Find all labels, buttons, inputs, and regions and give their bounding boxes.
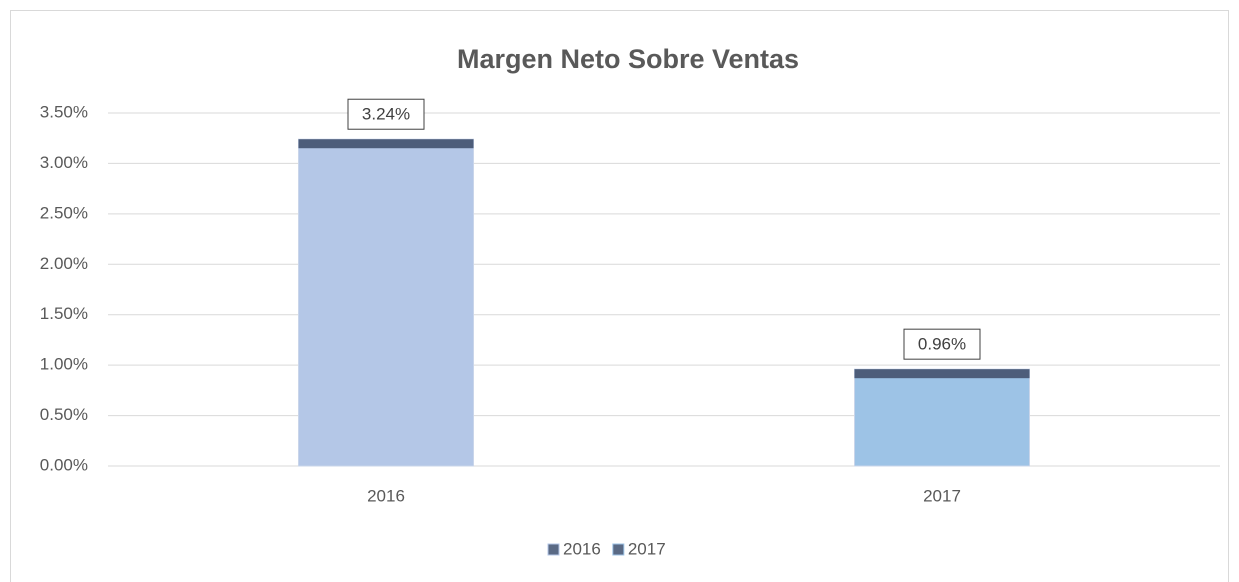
data-label: 0.96% xyxy=(918,335,966,354)
y-tick-label: 2.50% xyxy=(40,203,88,222)
y-tick-label: 3.50% xyxy=(40,102,88,121)
legend-swatch xyxy=(612,543,625,556)
y-tick-label: 2.00% xyxy=(40,254,88,273)
y-tick-label: 0.00% xyxy=(40,455,88,474)
bar-cap xyxy=(298,139,474,149)
legend-label: 2016 xyxy=(563,539,601,558)
data-label: 3.24% xyxy=(362,105,410,124)
y-tick-label: 1.00% xyxy=(40,355,88,374)
legend-label: 2017 xyxy=(628,539,666,558)
legend-swatch xyxy=(547,543,560,556)
x-tick-label: 2016 xyxy=(367,486,405,505)
chart-border xyxy=(10,10,1229,582)
bar-cap xyxy=(854,369,1030,379)
y-tick-label: 1.50% xyxy=(40,304,88,323)
x-tick-label: 2017 xyxy=(923,486,961,505)
data-label-box xyxy=(347,98,425,130)
chart-title: Margen Neto Sobre Ventas xyxy=(457,44,799,74)
bar xyxy=(298,138,474,467)
data-label-box xyxy=(903,328,981,360)
y-tick-label: 3.00% xyxy=(40,153,88,172)
bar xyxy=(854,368,1030,467)
y-tick-label: 0.50% xyxy=(40,405,88,424)
